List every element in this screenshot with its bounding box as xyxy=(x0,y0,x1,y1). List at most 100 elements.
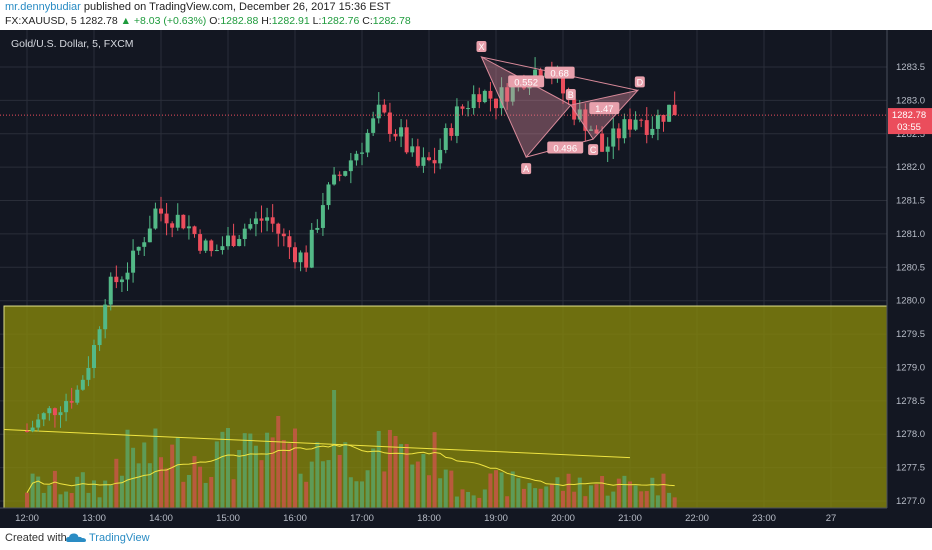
candle-body xyxy=(92,345,96,369)
candle-body xyxy=(449,128,454,136)
time-tick-label: 15:00 xyxy=(216,513,240,524)
pattern-point-box xyxy=(634,76,645,88)
candle-body xyxy=(588,129,593,131)
volume-bar xyxy=(36,476,41,508)
time-tick-label: 21:00 xyxy=(618,513,642,524)
candle-body xyxy=(237,239,242,247)
volume-bar xyxy=(253,445,258,508)
volume-bar xyxy=(237,449,242,508)
candle-body xyxy=(298,252,303,263)
price-tick-label: 1278.5 xyxy=(896,396,925,407)
volume-bar xyxy=(566,473,571,508)
volume-bar xyxy=(119,475,124,508)
candle-body xyxy=(655,114,660,129)
volume-bar xyxy=(209,477,214,508)
candle-body xyxy=(354,153,359,161)
volume-bar xyxy=(170,444,175,508)
candle-body xyxy=(594,129,599,134)
ratio-box xyxy=(547,141,584,154)
candle-body xyxy=(36,419,41,428)
last-price-value: 1282.78 xyxy=(79,15,118,27)
volume-bar xyxy=(337,454,342,508)
volume-bar xyxy=(382,471,387,508)
candle-body xyxy=(583,109,588,131)
volume-bar xyxy=(52,470,57,508)
volume-bar xyxy=(226,428,230,508)
time-axis[interactable]: 12:00 13:00 14:00 15:00 16:00 17:00 18:00 19:00… xyxy=(15,513,836,524)
candle-body xyxy=(47,408,52,414)
volume-bar xyxy=(64,491,69,508)
volume-bar xyxy=(80,472,85,508)
last-price-label: 1282.78 xyxy=(892,110,926,121)
volume-bar xyxy=(655,495,660,508)
volume-bar xyxy=(41,492,46,508)
volume-bar xyxy=(376,430,381,508)
low-label: L: xyxy=(312,15,322,27)
tradingview-brand[interactable]: TradingView xyxy=(89,532,150,544)
volume-bar xyxy=(555,477,560,508)
volume-bar xyxy=(97,497,102,508)
volume-bar xyxy=(309,461,314,508)
volume-bar xyxy=(538,488,543,508)
price-tick-label: 1280.5 xyxy=(896,262,925,273)
candle-body xyxy=(147,228,152,243)
candle-body xyxy=(600,133,605,152)
price-tick-label: 1282.5 xyxy=(896,129,925,140)
volume-bar xyxy=(298,473,303,508)
volume-bar xyxy=(320,461,325,508)
volume-bar xyxy=(30,473,35,508)
pattern-point-x: X xyxy=(478,42,484,52)
pattern-point-box xyxy=(521,163,532,175)
candle-body xyxy=(242,228,247,240)
volume-bar xyxy=(639,491,644,508)
volume-bar xyxy=(415,461,420,508)
volume-bar xyxy=(103,480,108,508)
candle-body xyxy=(438,149,443,164)
time-tick-label: 17:00 xyxy=(350,513,374,524)
pattern-point-box xyxy=(565,89,576,101)
candle-body xyxy=(332,174,337,185)
volume-bar xyxy=(588,485,593,508)
pattern-ratio-label: 1.47 xyxy=(595,104,614,115)
candle-body xyxy=(153,208,158,229)
candle-body xyxy=(69,401,74,403)
volume-bar xyxy=(488,473,493,508)
pattern-point-box xyxy=(476,40,487,52)
volume-bar xyxy=(192,456,197,508)
candle-body xyxy=(192,226,197,235)
candle-body xyxy=(393,133,398,137)
volume-bar xyxy=(454,496,459,508)
candle-body xyxy=(64,401,69,413)
candle-body xyxy=(159,208,163,214)
time-tick-label: 16:00 xyxy=(283,513,307,524)
volume-bar xyxy=(326,460,331,508)
candle-body xyxy=(622,119,627,139)
high-label: H: xyxy=(261,15,272,27)
candle-body xyxy=(226,235,230,247)
candle-body xyxy=(136,246,141,251)
open-value: 1282.88 xyxy=(220,15,259,27)
candle-body xyxy=(304,252,309,268)
pattern-point-d: D xyxy=(637,77,644,87)
price-axis[interactable]: 1277.0 1277.5 1278.0 1278.5 1279.0 1279.5 1280… xyxy=(896,62,925,507)
volume-bar xyxy=(75,476,80,508)
candle-body xyxy=(510,82,515,102)
trendline[interactable] xyxy=(3,429,631,459)
pattern-point-a: A xyxy=(523,164,529,174)
author-link[interactable]: mr.dennybudiar xyxy=(5,1,81,13)
candle-body xyxy=(561,74,565,94)
candle-body xyxy=(488,90,493,99)
price-tick-label: 1283.0 xyxy=(896,95,925,106)
symbol-ohlc-line: FX:XAUUSD, 5 1282.78 ▲ +8.03 (+0.63%) O:… xyxy=(5,14,411,29)
price-tick-label: 1277.5 xyxy=(896,463,925,474)
volume-bar xyxy=(672,497,677,508)
publication-header: mr.dennybudiar published on TradingView.… xyxy=(0,0,932,30)
candle-body xyxy=(164,213,169,224)
volume-bar xyxy=(644,491,649,508)
close-label: C: xyxy=(362,15,373,27)
candle-body xyxy=(175,214,180,228)
candle-body xyxy=(432,160,437,164)
volume-bar xyxy=(510,471,515,508)
candle-body xyxy=(667,104,672,122)
